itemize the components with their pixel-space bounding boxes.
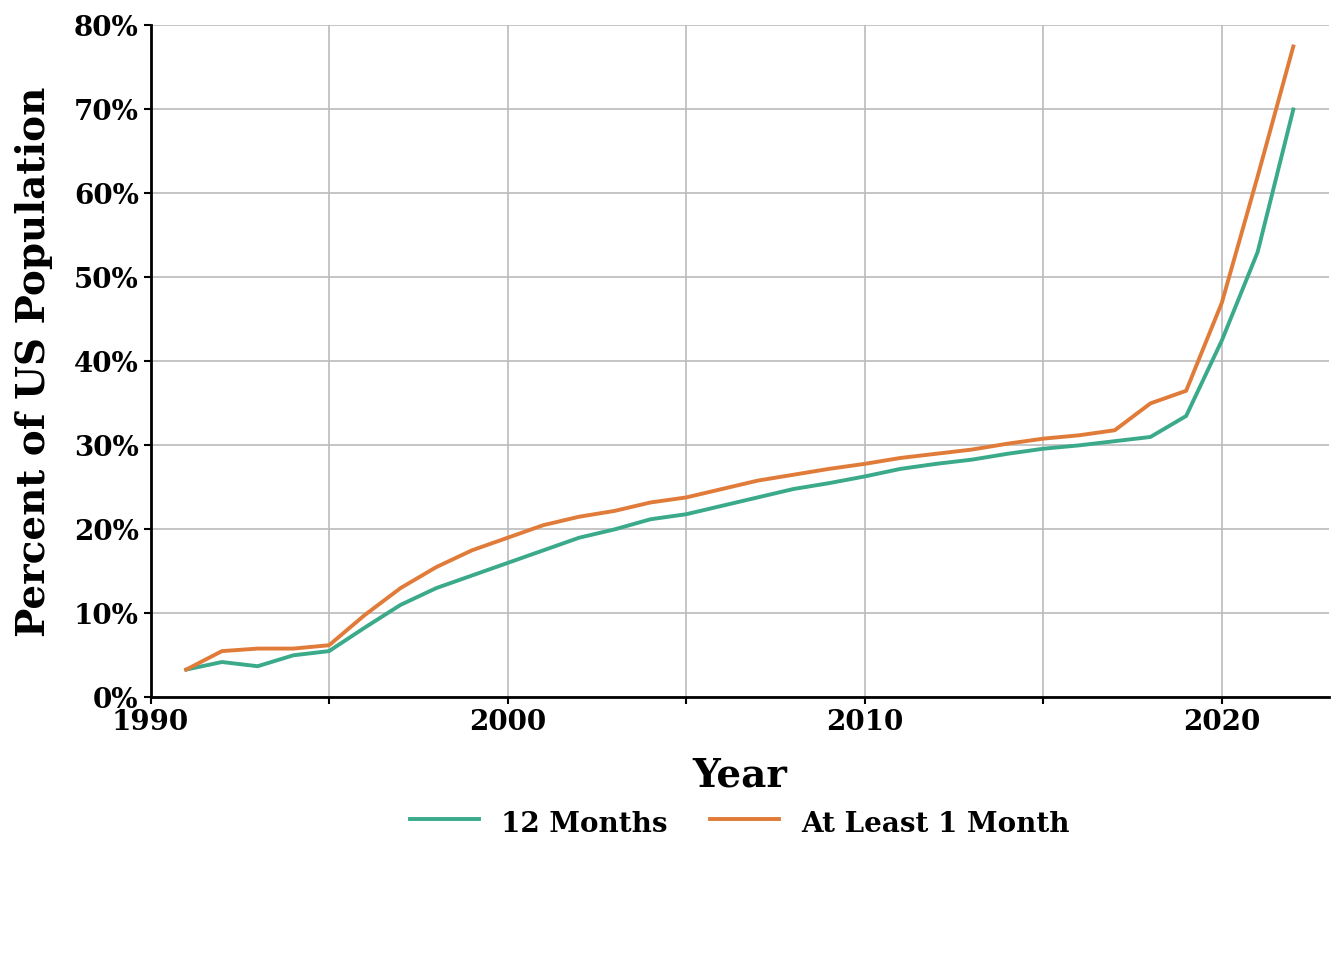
- At Least 1 Month: [606, 505, 622, 516]
- At Least 1 Month: [964, 444, 980, 455]
- 12 Months: [464, 570, 480, 582]
- 12 Months: [1035, 443, 1051, 454]
- At Least 1 Month: [321, 639, 337, 651]
- 12 Months: [785, 483, 801, 494]
- At Least 1 Month: [214, 645, 230, 657]
- 12 Months: [642, 514, 659, 525]
- 12 Months: [606, 523, 622, 535]
- 12 Months: [892, 463, 909, 474]
- At Least 1 Month: [429, 562, 445, 573]
- 12 Months: [929, 458, 945, 469]
- At Least 1 Month: [1250, 171, 1266, 182]
- 12 Months: [964, 454, 980, 466]
- At Least 1 Month: [179, 663, 195, 675]
- 12 Months: [679, 509, 695, 520]
- Line: At Least 1 Month: At Least 1 Month: [187, 46, 1293, 669]
- At Least 1 Month: [892, 452, 909, 464]
- 12 Months: [535, 544, 551, 556]
- 12 Months: [356, 622, 372, 634]
- At Least 1 Month: [714, 483, 730, 494]
- 12 Months: [429, 583, 445, 594]
- 12 Months: [321, 645, 337, 657]
- At Least 1 Month: [1142, 397, 1159, 409]
- At Least 1 Month: [535, 519, 551, 531]
- 12 Months: [571, 532, 587, 543]
- Y-axis label: Percent of US Population: Percent of US Population: [15, 86, 52, 636]
- 12 Months: [1142, 431, 1159, 443]
- At Least 1 Month: [285, 643, 301, 655]
- 12 Months: [1000, 448, 1016, 460]
- At Least 1 Month: [679, 492, 695, 503]
- At Least 1 Month: [1106, 424, 1122, 436]
- 12 Months: [750, 492, 766, 503]
- At Least 1 Month: [821, 463, 837, 474]
- At Least 1 Month: [750, 475, 766, 487]
- 12 Months: [821, 477, 837, 489]
- At Least 1 Month: [642, 496, 659, 508]
- 12 Months: [250, 660, 266, 672]
- At Least 1 Month: [1071, 429, 1087, 441]
- At Least 1 Month: [500, 532, 516, 543]
- At Least 1 Month: [1000, 438, 1016, 449]
- At Least 1 Month: [1179, 385, 1195, 396]
- 12 Months: [1285, 104, 1301, 115]
- X-axis label: Year: Year: [692, 756, 788, 795]
- 12 Months: [1250, 247, 1266, 258]
- At Least 1 Month: [464, 544, 480, 556]
- 12 Months: [856, 470, 872, 482]
- 12 Months: [500, 557, 516, 568]
- 12 Months: [1179, 410, 1195, 421]
- At Least 1 Month: [1285, 40, 1301, 52]
- At Least 1 Month: [1035, 433, 1051, 444]
- At Least 1 Month: [356, 610, 372, 621]
- Line: 12 Months: 12 Months: [187, 109, 1293, 669]
- At Least 1 Month: [785, 469, 801, 481]
- 12 Months: [714, 500, 730, 512]
- At Least 1 Month: [856, 458, 872, 469]
- 12 Months: [1071, 440, 1087, 451]
- At Least 1 Month: [392, 583, 409, 594]
- 12 Months: [179, 663, 195, 675]
- At Least 1 Month: [250, 643, 266, 655]
- At Least 1 Month: [571, 511, 587, 522]
- At Least 1 Month: [1214, 297, 1230, 308]
- At Least 1 Month: [929, 448, 945, 460]
- 12 Months: [1214, 335, 1230, 347]
- 12 Months: [285, 650, 301, 661]
- 12 Months: [392, 599, 409, 611]
- 12 Months: [214, 657, 230, 668]
- 12 Months: [1106, 436, 1122, 447]
- Legend: 12 Months, At Least 1 Month: 12 Months, At Least 1 Month: [399, 795, 1081, 852]
